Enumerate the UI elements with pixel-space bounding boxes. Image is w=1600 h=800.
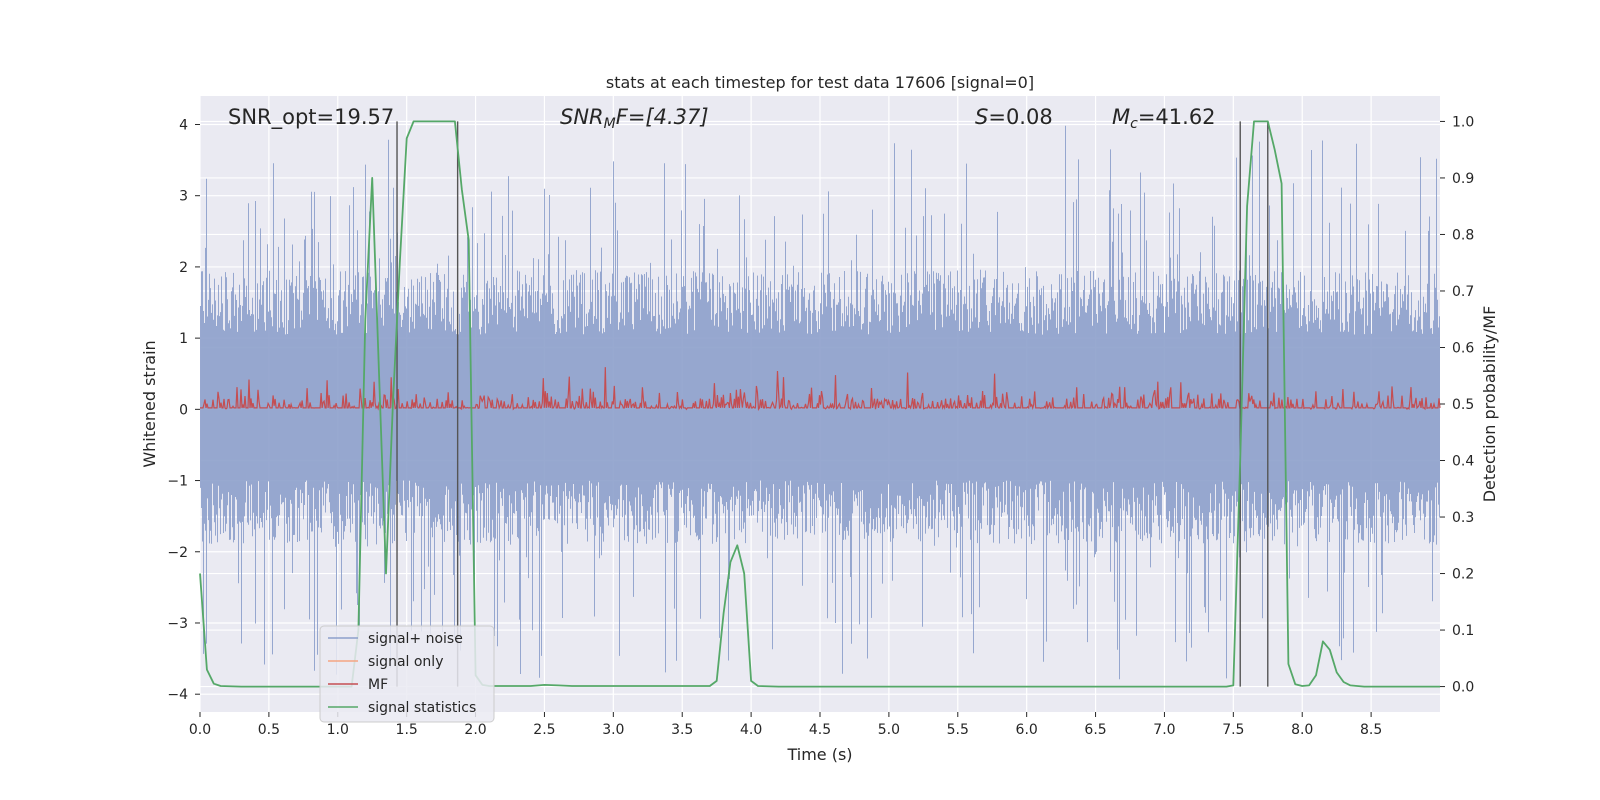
x-tick-label: 5.0 <box>878 722 900 738</box>
y2-tick-label: 0.3 <box>1452 510 1474 526</box>
y2-tick-label: 0.1 <box>1452 623 1474 639</box>
y-tick-label: 4 <box>179 117 188 133</box>
vlines <box>396 121 1269 687</box>
y-tick-label: 3 <box>179 189 188 205</box>
y2-tick-label: 0.7 <box>1452 284 1474 300</box>
x-axis-label: Time (s) <box>786 745 852 764</box>
x-tick-labels: 0.0 0.5 1.0 1.5 2.0 2.5 3.0 3.5 4.0 4.5 5.0 5.5 6.0 6… <box>189 712 1382 738</box>
mf-trace <box>200 367 1441 412</box>
y-tick-label: −3 <box>167 616 188 632</box>
x-tick-label: 6.5 <box>1084 722 1106 738</box>
y-tick-label: 2 <box>179 260 188 276</box>
y-tick-label: 0 <box>179 402 188 418</box>
x-tick-label: 2.5 <box>533 722 555 738</box>
x-tick-label: 6.0 <box>1016 722 1038 738</box>
y2-axis-label: Detection probability/MF <box>1480 306 1499 503</box>
annotation-snr-opt: SNR_opt=19.57 <box>228 105 394 130</box>
annotation-snr-mf: SNRMF=[4.37] <box>560 105 709 132</box>
y-tick-labels: 4 3 2 1 0 −1 −2 −3 −4 <box>167 117 200 703</box>
chart-title: stats at each timestep for test data 176… <box>606 73 1034 92</box>
legend-box <box>319 625 495 723</box>
x-tick-label: 0.0 <box>189 722 211 738</box>
y2-tick-label: 0.4 <box>1452 454 1474 470</box>
x-tick-label: 4.5 <box>809 722 831 738</box>
x-tick-label: 1.5 <box>396 722 418 738</box>
annotation-s: S=0.08 <box>975 105 1053 129</box>
y-tick-label: −1 <box>167 474 188 490</box>
x-tick-label: 8.5 <box>1360 722 1382 738</box>
y2-tick-label: 0.6 <box>1452 340 1474 356</box>
legend-label-signal-only: signal only <box>368 654 443 670</box>
y-tick-label: 1 <box>179 331 188 347</box>
x-tick-label: 8.0 <box>1291 722 1313 738</box>
y2-tick-label: 0.8 <box>1452 227 1474 243</box>
legend-label-signal-statistics: signal statistics <box>368 700 476 716</box>
legend-label-mf: MF <box>368 677 388 693</box>
legend-label-signal-noise: signal+ noise <box>368 631 463 647</box>
y-axis-label: Whitened strain <box>140 340 159 467</box>
signal-statistics-series <box>199 120 1440 688</box>
x-tick-label: 3.0 <box>602 722 624 738</box>
y2-tick-label: 1.0 <box>1452 114 1474 130</box>
x-tick-label: 3.5 <box>671 722 693 738</box>
mf-series <box>200 367 1441 412</box>
x-tick-label: 7.0 <box>1153 722 1175 738</box>
x-tick-label: 7.5 <box>1222 722 1244 738</box>
x-tick-label: 0.5 <box>258 722 280 738</box>
annotation-mc: Mc=41.62 <box>1112 105 1216 132</box>
signal-statistics-trace <box>199 120 1440 688</box>
x-tick-label: 1.0 <box>327 722 349 738</box>
legend: signal+ noise signal only MF signal stat… <box>319 625 495 723</box>
y2-tick-labels: 1.0 0.9 0.8 0.7 0.6 0.5 0.4 0.3 0.2 0.1 0.0 <box>1440 114 1474 696</box>
y2-tick-label: 0.0 <box>1452 680 1474 696</box>
x-tick-label: 4.0 <box>740 722 762 738</box>
y2-tick-label: 0.9 <box>1452 171 1474 187</box>
y-tick-label: −2 <box>167 545 188 561</box>
y-tick-label: −4 <box>167 687 188 703</box>
x-tick-label: 2.0 <box>464 722 486 738</box>
y2-tick-label: 0.5 <box>1452 397 1474 413</box>
y2-tick-label: 0.2 <box>1452 567 1474 583</box>
x-tick-label: 5.5 <box>947 722 969 738</box>
